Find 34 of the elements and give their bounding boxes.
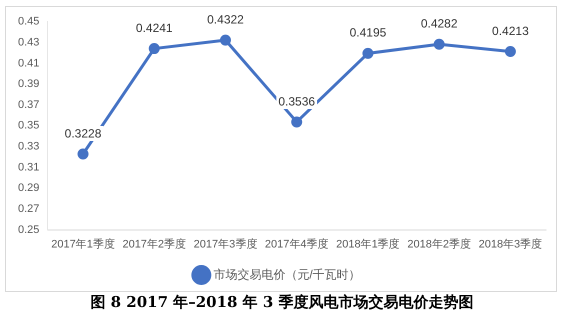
data-label: 0.4322 (207, 12, 244, 26)
x-tick-label: 2017年4季度 (264, 237, 328, 250)
text: 0.41 (18, 57, 40, 70)
data-label: 0.4282 (420, 16, 458, 31)
text: 0.45 (18, 16, 40, 28)
text: 0.43 (18, 36, 40, 48)
point (504, 46, 516, 57)
point (148, 43, 160, 54)
text: 0.33 (18, 140, 40, 153)
text: 0.35 (18, 120, 40, 132)
legend-label: 市场交易电价（元/千瓦时） (213, 267, 361, 282)
x-tick-label: 2018年2季度 (407, 237, 471, 250)
data-label: 0.3536 (278, 94, 316, 108)
point (362, 48, 374, 59)
text: 图 8 2017 年–2018 年 3 季度风电市场交易电价走势图 (89, 293, 475, 312)
data-label: 0.4195 (350, 26, 387, 40)
text: 0.29 (18, 182, 40, 194)
point (220, 34, 231, 46)
x-tick-label: 2018年1季度 (336, 237, 400, 250)
point (434, 38, 445, 50)
x-tick-label: 2017年2季度 (122, 237, 186, 250)
x-tick-label: 2017年1季度 (51, 237, 115, 250)
text: 0.25 (18, 224, 40, 236)
point (291, 116, 302, 128)
data-label: 0.4213 (492, 24, 530, 38)
text: 0.39 (18, 78, 40, 90)
text: 0.31 (18, 161, 40, 174)
x-tick-label: 2017年3季度 (194, 237, 258, 250)
point (78, 148, 89, 160)
text: 0.37 (18, 98, 40, 111)
x-tick-label: 2018年3季度 (478, 237, 542, 250)
text: 0.27 (18, 203, 40, 216)
data-label: 0.4241 (136, 20, 173, 35)
data-label: 0.3228 (64, 126, 102, 140)
